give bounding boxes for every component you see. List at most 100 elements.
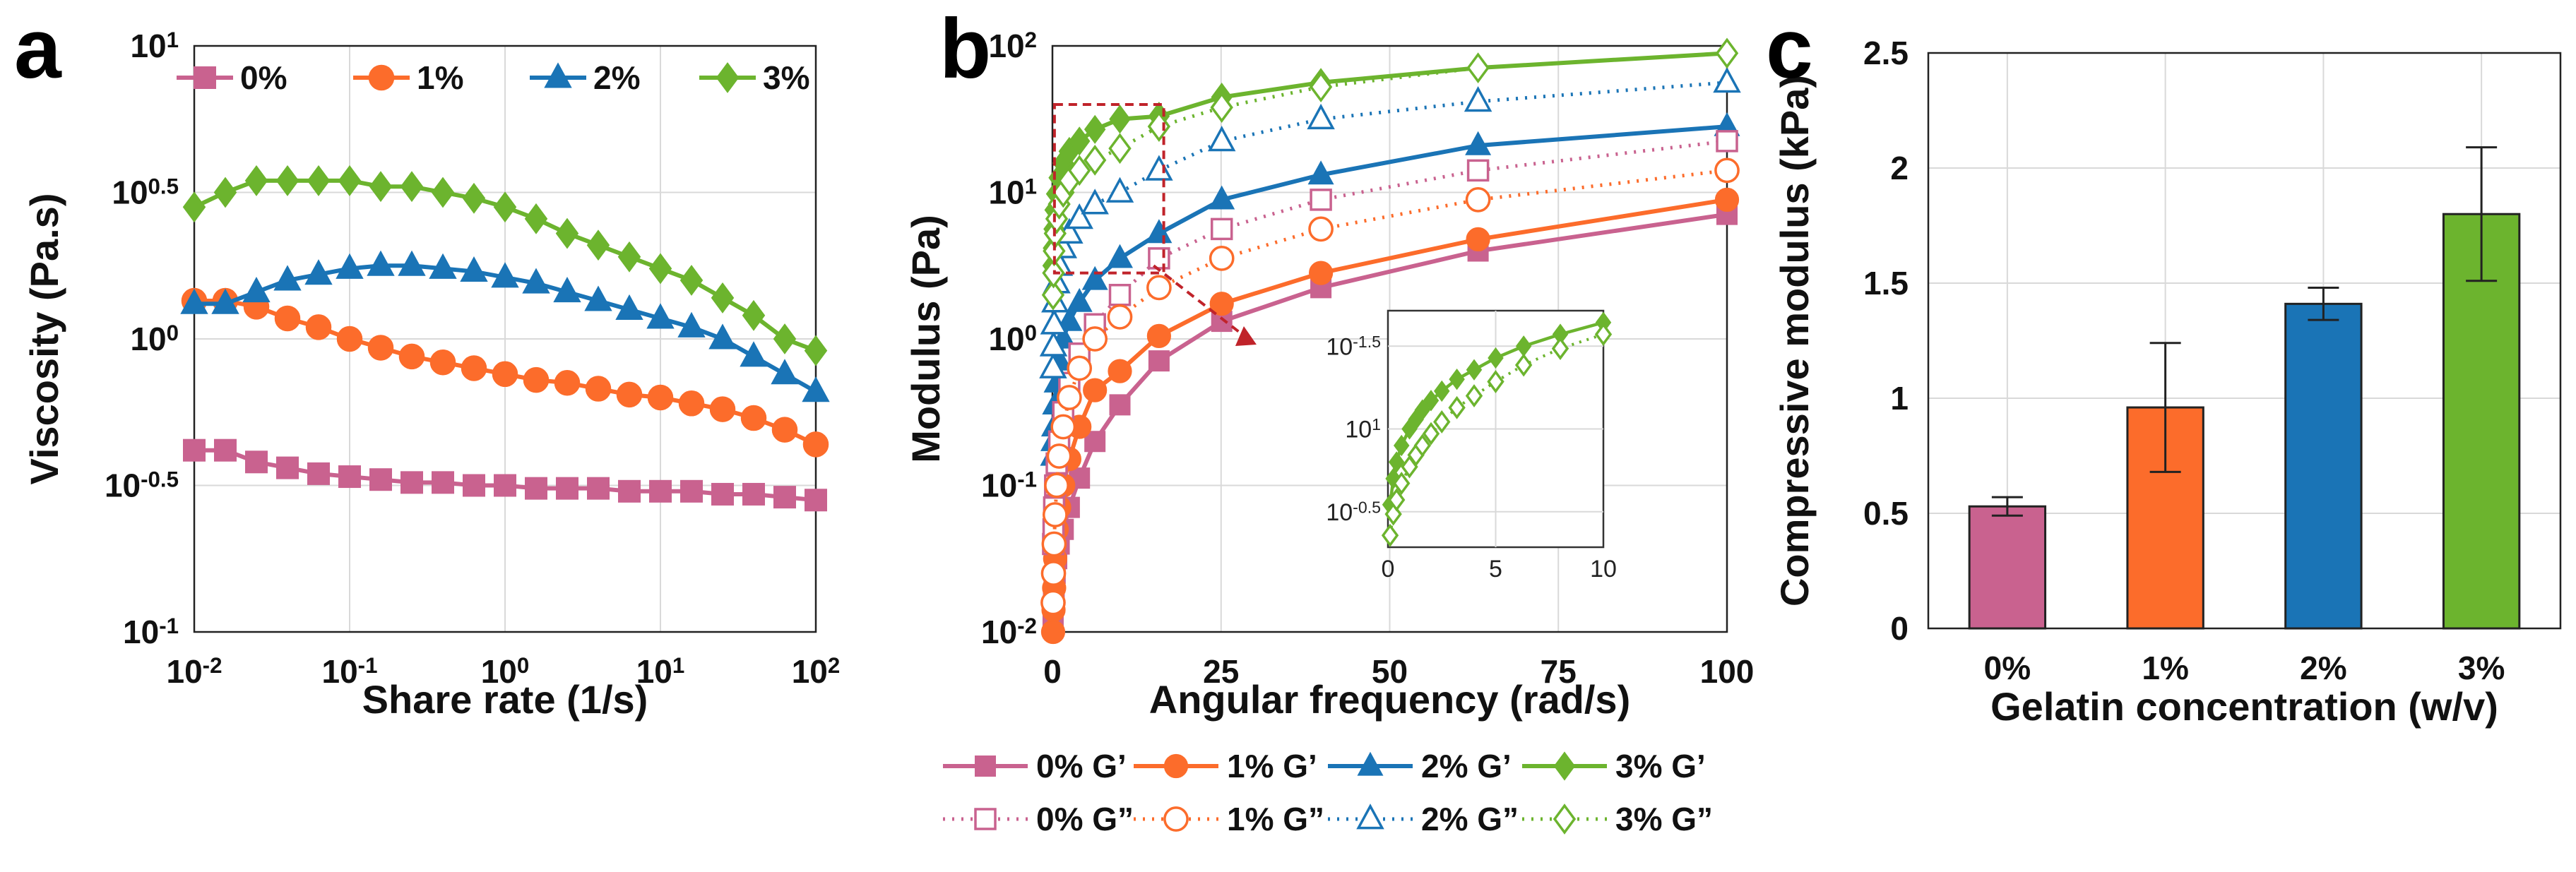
x-tick-label: 0 [1043, 653, 1062, 690]
data-point [460, 256, 488, 282]
data-point [522, 268, 550, 294]
data-point [305, 314, 332, 340]
data-point [525, 477, 547, 500]
x-tick-label: 3% [2458, 650, 2505, 686]
data-point [1715, 37, 1739, 69]
data-point [1146, 275, 1172, 301]
data-point [276, 456, 299, 479]
legend-marker [974, 808, 997, 830]
data-point [1209, 292, 1234, 316]
data-point [1307, 160, 1334, 185]
zoom-arrow [1153, 264, 1250, 340]
legend-marker [194, 66, 216, 89]
data-point [461, 355, 487, 381]
data-point [742, 482, 765, 506]
x-tick-label: 2% [2300, 650, 2346, 686]
data-point [1307, 103, 1335, 130]
data-point [773, 323, 797, 354]
data-point [1039, 352, 1067, 378]
data-point [369, 468, 392, 491]
data-point [244, 165, 268, 196]
y-tick-label: 1.5 [1863, 265, 1909, 301]
inset-data-point [1487, 370, 1504, 393]
legend-marker [1553, 804, 1577, 835]
panel-label-a: a [14, 1, 62, 96]
data-point [804, 335, 828, 366]
y-tick-label: 101 [988, 174, 1037, 210]
data-point [523, 366, 550, 393]
bar [2442, 213, 2521, 630]
data-point [587, 477, 610, 500]
data-point [1081, 189, 1109, 215]
data-point [1042, 502, 1068, 527]
data-point [555, 217, 579, 249]
inset-chart: 0 5 10 10-1.5 101 10-0.5 [1326, 309, 1617, 583]
data-point [646, 303, 675, 329]
data-point [338, 165, 362, 196]
inset-data-point [1393, 434, 1410, 457]
data-point [491, 262, 519, 288]
data-point [1308, 261, 1334, 285]
data-point [1082, 326, 1108, 352]
inset-y-tick-label: 10-1.5 [1326, 333, 1381, 360]
data-point [1207, 126, 1236, 152]
data-point [1040, 561, 1067, 586]
y-tick-label: 100.5 [112, 174, 179, 210]
data-point [400, 471, 423, 494]
data-point [708, 323, 737, 350]
data-point [398, 343, 425, 370]
inset-data-point [1434, 380, 1450, 402]
data-point [1466, 52, 1490, 83]
data-point [1050, 414, 1076, 440]
inset-data-point [1381, 523, 1399, 547]
data-point [1107, 304, 1133, 330]
data-point [1066, 287, 1093, 312]
data-point [462, 182, 486, 214]
data-point [1056, 306, 1083, 331]
data-point [1210, 217, 1233, 241]
data-point [677, 311, 706, 338]
bar [1968, 505, 2047, 630]
data-point [336, 325, 363, 352]
data-point [740, 341, 768, 367]
bar [2284, 302, 2363, 630]
inset-series-0 [1382, 311, 1612, 515]
inset-data-point [1388, 488, 1406, 512]
data-point [1040, 590, 1066, 616]
data-point [553, 277, 581, 303]
data-point [1466, 159, 1490, 182]
series-2 [180, 250, 830, 402]
data-point [1146, 323, 1171, 348]
inset-data-point [1393, 472, 1411, 495]
x-tick-label: 50 [1372, 653, 1408, 690]
zoom-box [1052, 103, 1165, 275]
data-point [463, 474, 485, 497]
data-point [1083, 378, 1108, 402]
data-point [1105, 177, 1134, 203]
inset-y-tick-label: 10-0.5 [1326, 498, 1381, 525]
data-point [771, 417, 798, 443]
data-point [338, 465, 361, 489]
panel-c-compressive-modulus-chart: 0% 1% 2% 3% 0 0.5 1 1.5 2 2.5 Gelatin concentratio… [1766, 1, 2562, 729]
data-point [1145, 155, 1173, 181]
x-tick-label: 101 [636, 653, 685, 690]
data-point [307, 462, 330, 485]
data-point [1041, 279, 1065, 311]
data-point [679, 265, 704, 296]
y-tick-label: 10-2 [981, 614, 1037, 650]
data-point [1040, 619, 1066, 645]
data-point [773, 486, 796, 509]
x-tick-label: 10-1 [322, 653, 378, 690]
data-point [647, 384, 674, 411]
x-tick-label: 100 [1700, 653, 1755, 690]
data-point [1210, 92, 1233, 123]
data-point [1209, 246, 1235, 271]
x-tick-label: 1% [2142, 650, 2188, 686]
data-point [1108, 359, 1132, 383]
data-point [211, 288, 239, 314]
data-point [273, 265, 302, 291]
data-point [242, 277, 271, 303]
inset-data-point [1388, 451, 1405, 473]
y-tick-label: 100 [988, 321, 1037, 357]
